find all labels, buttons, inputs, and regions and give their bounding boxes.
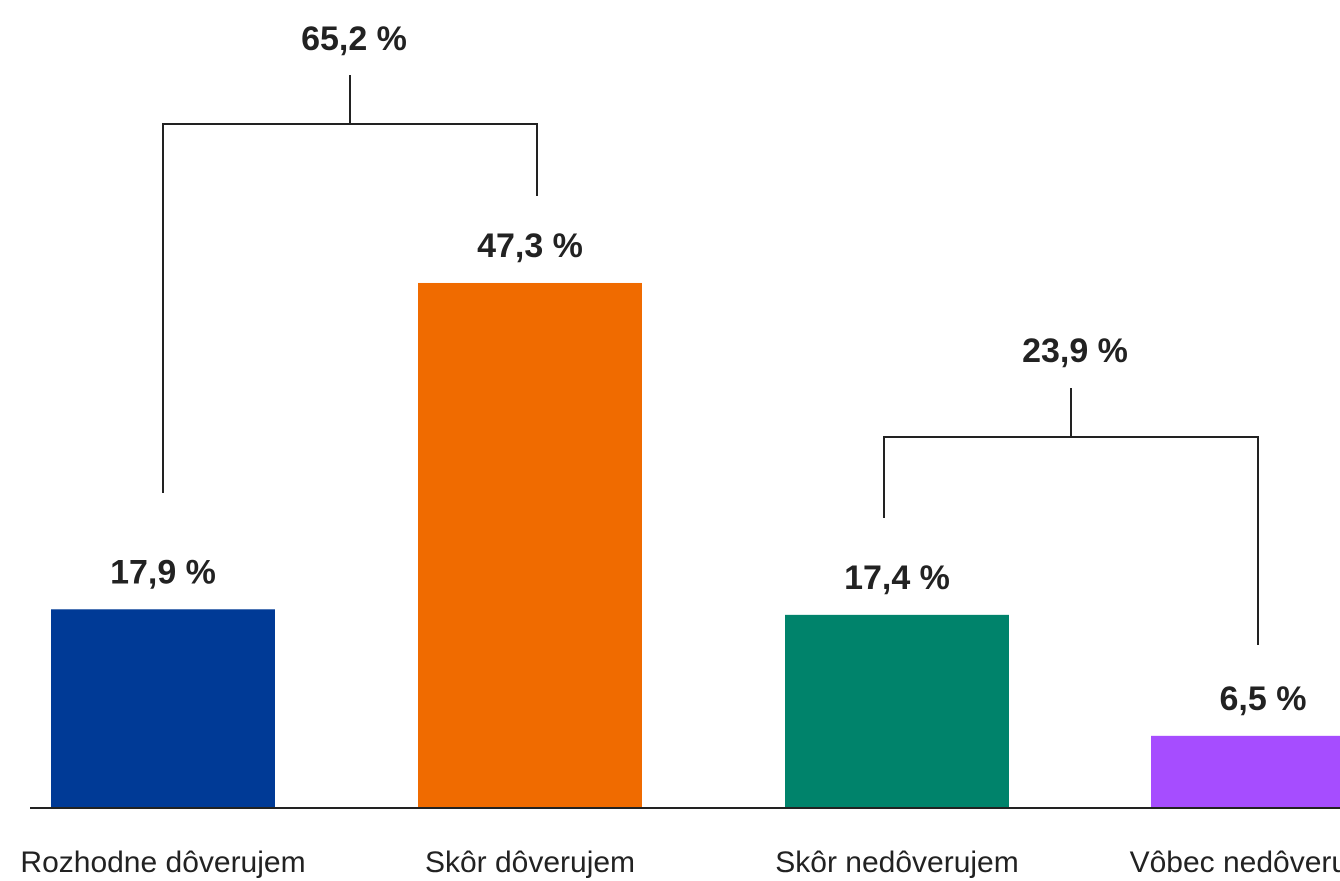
bar-vobec-nedoverujem bbox=[1151, 735, 1340, 808]
group-bracket-1 bbox=[162, 75, 538, 493]
group-total-label-1: 65,2 % bbox=[301, 20, 407, 58]
bars bbox=[51, 282, 1340, 809]
group-total-label-2: 23,9 % bbox=[1022, 332, 1128, 370]
bar-skor-doverujem bbox=[418, 282, 642, 809]
group-brackets bbox=[162, 75, 1259, 645]
value-label-skor-doverujem: 47,3 % bbox=[477, 227, 583, 265]
category-label-vobec-nedoverujem: Vôbec nedôverujem bbox=[1130, 846, 1340, 879]
bar-rozhodne-doverujem bbox=[51, 609, 275, 808]
value-label-skor-nedoverujem: 17,4 % bbox=[844, 559, 950, 597]
value-labels: 17,9 % 47,3 % 17,4 % 6,5 % bbox=[110, 227, 1306, 718]
group-labels: 65,2 % 23,9 % bbox=[301, 20, 1128, 370]
category-label-rozhodne-doverujem: Rozhodne dôverujem bbox=[20, 846, 305, 879]
category-labels: Rozhodne dôverujem Skôr dôverujem Skôr ned… bbox=[20, 846, 1340, 879]
bar-skor-nedoverujem bbox=[785, 614, 1009, 808]
group-bracket-2 bbox=[883, 388, 1259, 645]
category-label-skor-doverujem: Skôr dôverujem bbox=[425, 846, 635, 879]
category-label-skor-nedoverujem: Skôr nedôverujem bbox=[775, 846, 1018, 879]
value-label-rozhodne-doverujem: 17,9 % bbox=[110, 553, 216, 591]
value-label-vobec-nedoverujem: 6,5 % bbox=[1220, 680, 1307, 718]
